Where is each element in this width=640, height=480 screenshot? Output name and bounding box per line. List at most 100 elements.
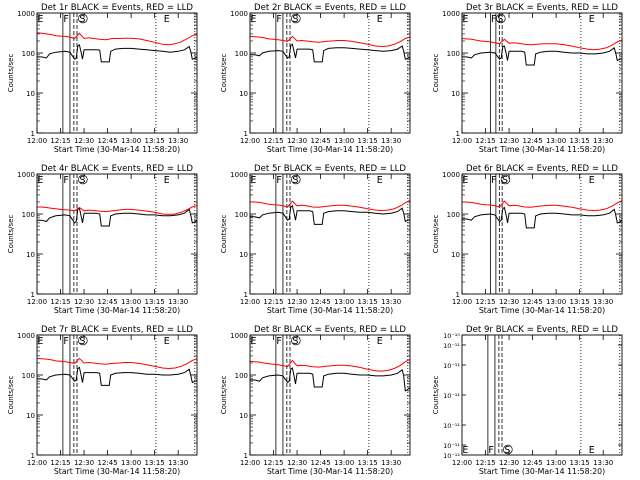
marker-label: E: [462, 14, 468, 25]
series-events-line: [37, 43, 198, 63]
x-tick-label: 12:30: [287, 137, 307, 145]
series-events-line: [250, 43, 411, 63]
marker-label: S: [79, 14, 85, 25]
plot-frame: [36, 12, 198, 134]
plot-frame: [36, 173, 198, 295]
marker-label: S: [79, 336, 85, 347]
marker-label: E: [250, 14, 256, 25]
series-lld-line: [36, 357, 198, 370]
y-tick-label: 10: [239, 90, 248, 98]
x-tick-label: 12:00: [452, 459, 472, 467]
marker-label: E: [250, 336, 256, 347]
x-tick-label: 12:30: [499, 459, 519, 467]
chart-title: Det 9r BLACK = Events, RED = LLD: [466, 325, 618, 335]
x-axis-label: Start Time (30-Mar-14 11:58:20): [54, 306, 180, 315]
x-tick-label: 12:15: [475, 298, 495, 306]
marker-label: S: [79, 175, 85, 186]
y-axis-label: Counts/sec: [7, 376, 15, 415]
x-tick-label: 12:45: [97, 459, 117, 467]
chart-title: Det 7r BLACK = Events, RED = LLD: [41, 325, 193, 335]
chart-panel-6: Det 6r BLACK = Events, RED = LLD Counts/s…: [432, 164, 623, 315]
y-tick-label: 10⁻¹²: [443, 452, 460, 460]
x-tick-label: 12:30: [499, 137, 519, 145]
y-tick-label: 1: [244, 291, 248, 299]
y-tick-label: 100: [22, 372, 35, 380]
y-tick-label: 1000: [442, 10, 460, 18]
y-axis-label: Counts/sec: [432, 376, 440, 415]
x-tick-label: 13:15: [358, 298, 378, 306]
x-tick-label: 12:00: [27, 459, 47, 467]
y-tick-label: 1: [244, 452, 248, 460]
marker-label: E: [589, 445, 595, 456]
y-tick-label: 1: [31, 130, 35, 138]
plot-frame: [249, 334, 411, 456]
y-tick-label: 1000: [230, 332, 248, 340]
marker-label: F: [276, 336, 281, 347]
x-tick-label: 12:00: [240, 298, 260, 306]
y-axis-label: Counts/sec: [220, 376, 228, 415]
x-tick-label: 13:30: [168, 459, 188, 467]
marker-circle: [291, 13, 301, 24]
series-lld-line: [249, 358, 411, 372]
marker-label: E: [462, 175, 468, 186]
x-tick-label: 13:30: [168, 137, 188, 145]
x-tick-label: 13:30: [381, 137, 401, 145]
x-tick-label: 12:15: [50, 459, 70, 467]
y-tick-label: 10⁻¹¹: [443, 342, 460, 350]
x-tick-label: 13:00: [121, 137, 141, 145]
series-lld-line: [37, 204, 198, 215]
marker-label: F: [491, 14, 496, 25]
marker-label: E: [462, 445, 468, 456]
x-tick-label: 13:00: [121, 298, 141, 306]
x-tick-label: 13:30: [168, 298, 188, 306]
x-tick-label: 12:00: [452, 298, 472, 306]
series-events-line: [250, 204, 411, 225]
x-tick-label: 13:15: [570, 298, 590, 306]
marker-label: F: [276, 175, 281, 186]
x-tick-label: 12:15: [475, 459, 495, 467]
x-tick-label: 12:15: [50, 137, 70, 145]
x-tick-label: 12:45: [97, 298, 117, 306]
x-axis-label: Start Time (30-Mar-14 11:58:20): [267, 306, 393, 315]
x-axis-label: Start Time (30-Mar-14 11:58:20): [479, 306, 605, 315]
series-events-line: [462, 206, 623, 229]
x-tick-label: 12:30: [287, 298, 307, 306]
y-tick-label: 1000: [230, 10, 248, 18]
x-tick-label: 13:15: [145, 459, 165, 467]
x-tick-label: 12:15: [263, 298, 283, 306]
marker-circle: [78, 13, 88, 24]
marker-label: E: [589, 175, 595, 186]
y-tick-label: 1: [31, 452, 35, 460]
x-axis-label: Start Time (30-Mar-14 11:58:20): [54, 145, 180, 154]
marker-label: S: [292, 336, 298, 347]
chart-title: Det 1r BLACK = Events, RED = LLD: [41, 3, 193, 13]
y-tick-label: 1: [31, 291, 35, 299]
x-tick-label: 12:45: [522, 298, 542, 306]
chart-title: Det 2r BLACK = Events, RED = LLD: [254, 3, 406, 13]
marker-circle: [78, 174, 88, 185]
chart-panel-5: Det 5r BLACK = Events, RED = LLD Counts/s…: [220, 164, 411, 315]
x-tick-label: 12:00: [27, 137, 47, 145]
series-lld-line: [249, 35, 411, 48]
x-tick-label: 13:15: [570, 137, 590, 145]
chart-title: Det 6r BLACK = Events, RED = LLD: [466, 164, 618, 174]
y-tick-label: 10: [239, 251, 248, 259]
marker-label: F: [276, 14, 281, 25]
y-tick-label: 1: [456, 130, 460, 138]
x-axis-label: Start Time (30-Mar-14 11:58:20): [479, 145, 605, 154]
y-axis-label: Counts/sec: [7, 54, 15, 93]
y-axis-label: Counts/sec: [432, 54, 440, 93]
x-tick-label: 12:30: [74, 137, 94, 145]
x-tick-label: 13:00: [546, 298, 566, 306]
x-tick-label: 13:30: [593, 137, 613, 145]
x-tick-label: 12:45: [97, 137, 117, 145]
y-axis-label: Counts/sec: [220, 54, 228, 93]
y-tick-label: 10: [451, 90, 460, 98]
y-tick-label: 1000: [17, 171, 35, 179]
x-tick-label: 12:00: [240, 459, 260, 467]
x-tick-label: 13:00: [546, 459, 566, 467]
marker-label: E: [37, 14, 43, 25]
y-tick-label: 1000: [17, 10, 35, 18]
x-axis-label: Start Time (30-Mar-14 11:58:20): [479, 467, 605, 476]
